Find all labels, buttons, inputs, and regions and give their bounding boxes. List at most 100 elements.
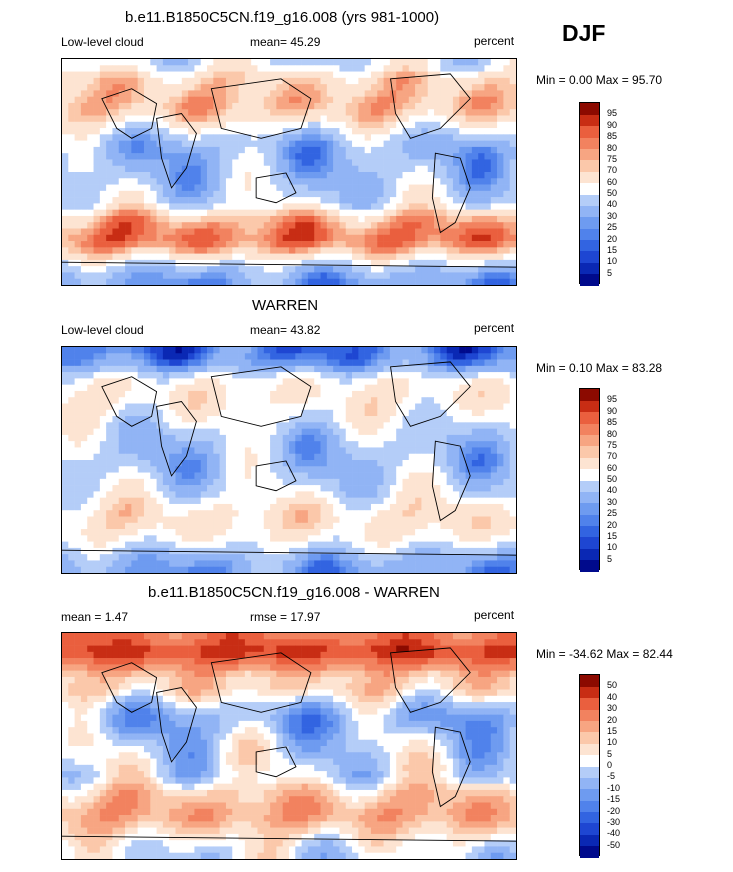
heatmap-cell [364,365,372,373]
heatmap-cell [497,472,504,480]
heatmap-cell [87,159,94,167]
heatmap-cell [238,529,246,536]
heatmap-cell [213,447,220,455]
heatmap-cell [364,109,372,116]
heatmap-cell [484,234,492,242]
heatmap-cell [143,153,151,160]
heatmap-cell [194,516,202,524]
heatmap-cell [213,59,220,66]
heatmap-cell [207,428,214,436]
heatmap-cell [358,278,365,285]
heatmap-cell [478,441,485,448]
heatmap-cell [106,190,113,198]
heatmap-cell [320,453,328,461]
heatmap-cell [263,466,271,473]
heatmap-cell [408,272,416,280]
heatmap-cell [490,215,498,223]
heatmap-cell [270,109,277,116]
heatmap-cell [225,347,233,354]
heatmap-cell [131,422,138,429]
heatmap-cell [106,441,113,448]
heatmap-cell [421,272,429,280]
heatmap-cell [251,109,258,116]
coastline [62,261,516,268]
heatmap-cell [421,460,429,467]
heatmap-cell [402,428,410,436]
coastline [390,73,471,139]
heatmap-cell [326,247,334,254]
heatmap-cell [181,65,189,72]
heatmap-cell [244,215,252,223]
heatmap-cell [169,503,176,511]
heatmap-cell [427,84,435,91]
heatmap-cell [207,365,214,373]
heatmap-cell [326,472,334,480]
heatmap-cell [402,434,410,442]
heatmap-cell [370,65,378,72]
heatmap-cell [452,416,460,423]
heatmap-cell [80,359,88,367]
heatmap-cell [509,272,516,280]
heatmap-cell [484,109,492,116]
heatmap-cell [74,472,82,480]
heatmap-cell [137,128,145,135]
heatmap-cell [106,228,113,236]
heatmap-cell [244,372,252,379]
heatmap-cell [232,416,239,423]
heatmap-cell [509,365,516,373]
heatmap-cell [503,384,510,392]
heatmap-cell [106,272,113,280]
heatmap-cell [87,259,94,267]
heatmap-cell [282,102,290,110]
heatmap-cell [175,390,183,398]
heatmap-cell [377,453,384,461]
heatmap-cell [225,516,233,524]
heatmap-cell [358,140,365,148]
heatmap-cell [213,247,220,254]
heatmap-cell [131,428,138,436]
heatmap-cell [194,65,202,72]
heatmap-cell [263,146,271,154]
heatmap-cell [295,434,302,442]
heatmap-cell [213,259,220,267]
heatmap-cell [213,372,220,379]
heatmap-cell [188,153,195,160]
heatmap-cell [162,378,170,385]
heatmap-cell [99,422,107,429]
heatmap-cell [225,416,233,423]
heatmap-cell [478,77,485,85]
heatmap-cell [93,209,101,217]
heatmap-cell [345,241,353,248]
heatmap-cell [143,503,151,511]
heatmap-cell [143,278,151,285]
heatmap-cell [377,422,384,429]
heatmap-cell [478,434,485,442]
heatmap-cell [62,365,69,373]
heatmap-cell [314,372,321,379]
heatmap-cell [106,447,113,455]
heatmap-cell [181,253,189,261]
heatmap-cell [415,522,422,530]
heatmap-cell [125,529,132,536]
heatmap-cell [490,266,498,273]
heatmap-cell [106,184,113,192]
heatmap-cell [175,278,183,285]
heatmap-cell [427,253,435,261]
heatmap-cell [219,222,227,229]
heatmap-cell [93,422,101,429]
heatmap-cell [440,184,447,192]
heatmap-cell [509,447,516,455]
heatmap-cell [68,497,75,505]
heatmap-cell [181,535,189,542]
heatmap-cell [320,485,328,492]
heatmap-cell [402,384,410,392]
heatmap-cell [301,547,309,555]
heatmap-cell [282,153,290,160]
heatmap-cell [415,428,422,436]
heatmap-cell [93,90,101,97]
heatmap-cell [434,172,441,179]
heatmap-cell [150,278,157,285]
heatmap-cell [87,102,94,110]
heatmap-cell [270,165,277,173]
heatmap-cell [497,365,504,373]
